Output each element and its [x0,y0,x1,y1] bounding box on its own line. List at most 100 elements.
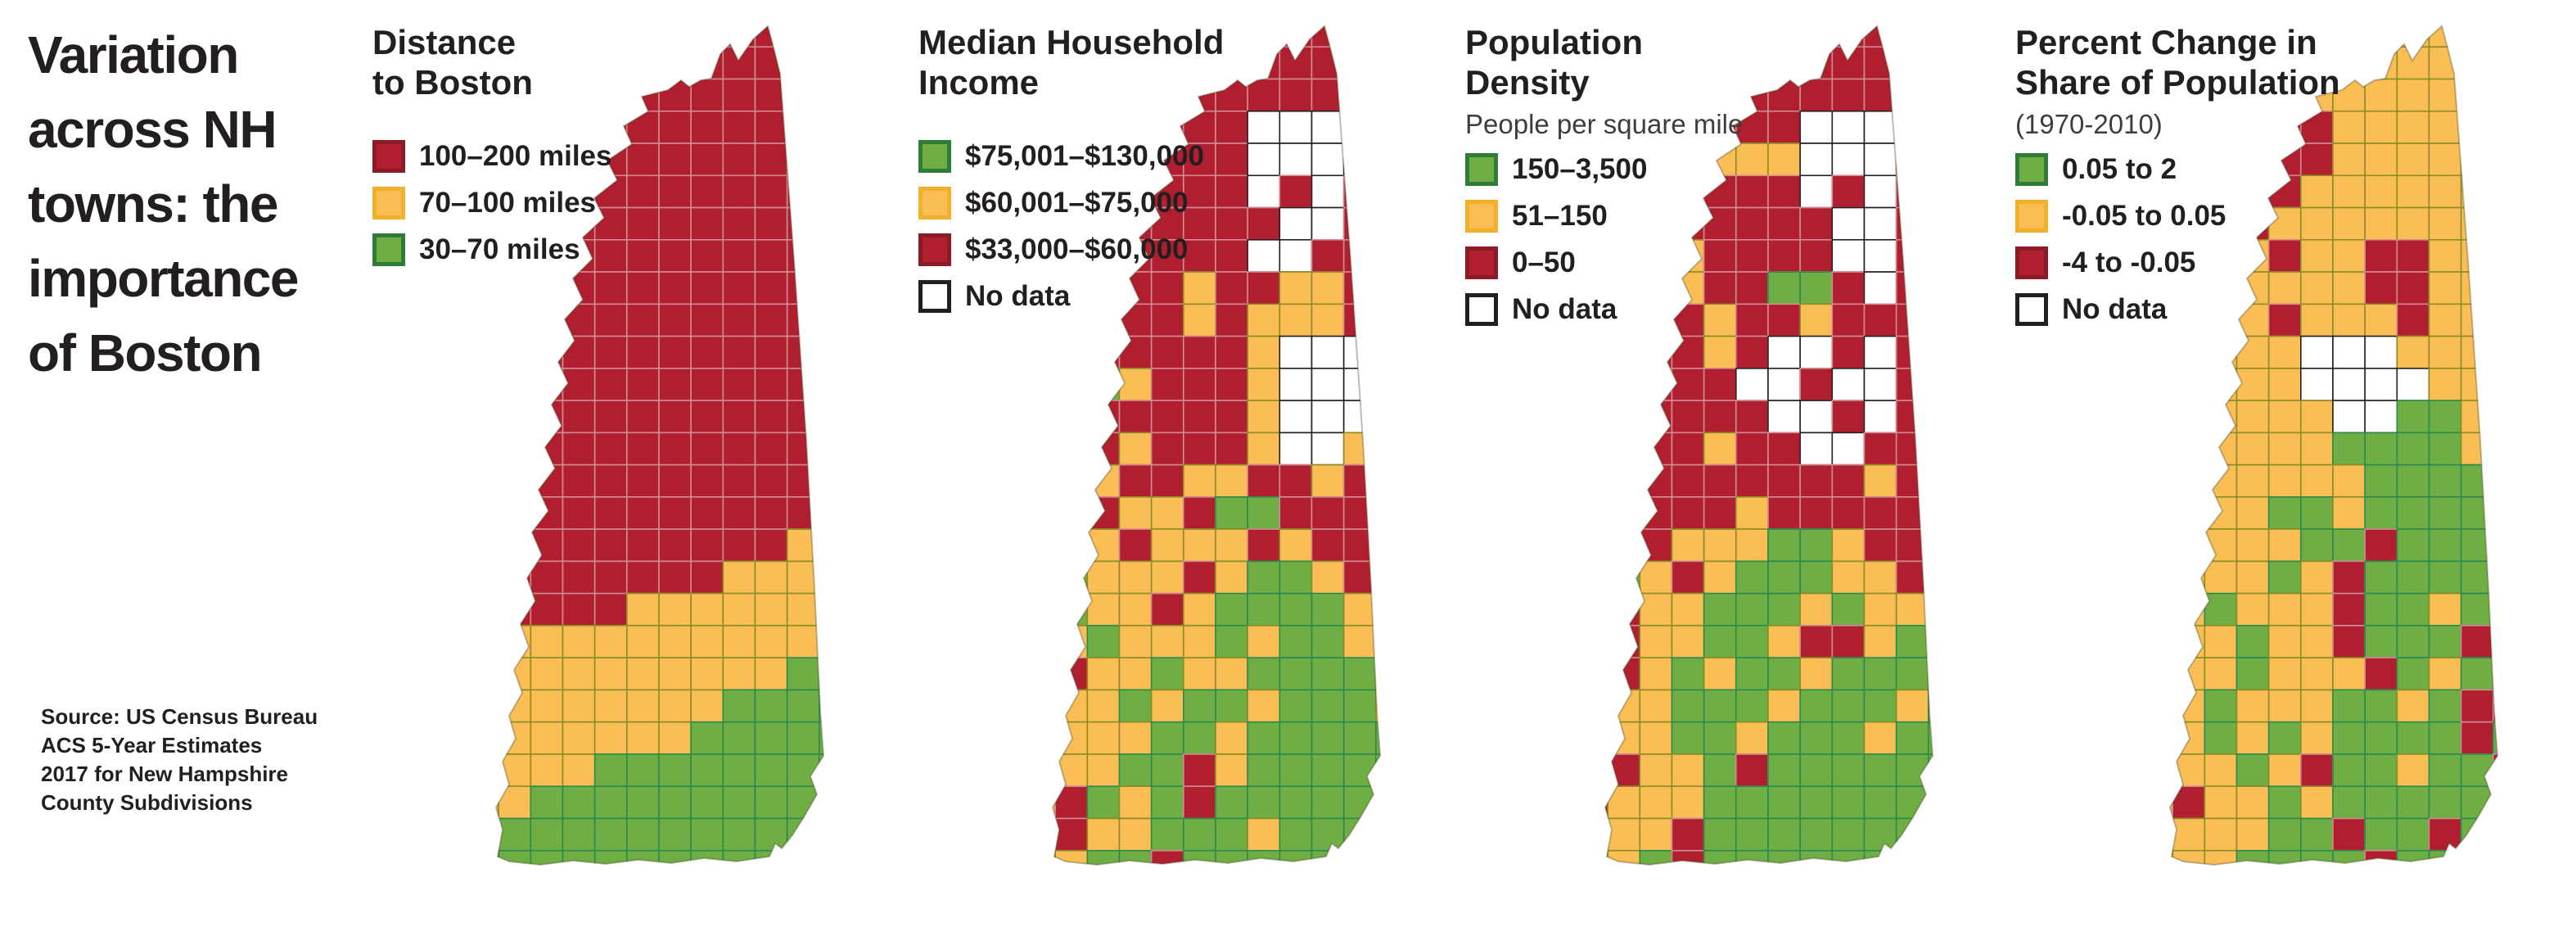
map-region-cell [1342,721,1377,755]
map-region-cell [1639,432,1673,466]
legend-distance: Distance to Boston 100–200 miles 70–100 m… [372,23,757,267]
map-region-cell [1118,657,1153,691]
map-region-cell [786,46,820,80]
map-region-cell [626,432,660,466]
map-region-cell [1605,625,1608,658]
map-region-cell [1767,721,1801,755]
map-region-cell [1605,496,1608,530]
map-region-cell [1799,432,1834,466]
map-region-cell [593,785,628,820]
map-region-cell [1703,592,1737,626]
map-region-cell [1735,335,1769,369]
map-region-cell [1279,625,1313,658]
map-region-cell [2396,657,2430,691]
map-region-cell [2428,400,2462,434]
map-region-cell [626,368,660,401]
map-region-cell [786,206,820,241]
map-region-cell [1375,142,1380,177]
map-region-cell [690,657,724,691]
map-region-cell [2460,463,2494,498]
map-region-cell [1247,560,1281,595]
map-region-cell [1118,528,1153,563]
map-region-cell [1799,785,1834,820]
map-region-cell [819,206,823,241]
map-region-cell [2493,335,2497,369]
map-region-cell [1375,335,1380,369]
map-region-cell [1279,657,1313,691]
map-region-cell [1799,625,1834,658]
legend-label: -0.05 to 0.05 [2062,200,2226,233]
map-region-cell [1279,849,1313,865]
map-region-cell [2364,592,2398,626]
map-region-cell [1183,849,1216,865]
map-region-cell [2460,400,2494,434]
map-region-cell [2300,689,2334,723]
map-region-cell [1183,592,1216,626]
map-region-cell [722,721,756,755]
map-region-cell [498,271,532,305]
map-region-cell [2493,592,2497,626]
map-region-cell [1605,592,1608,626]
map-region-cell [1342,368,1377,401]
map-region-cell [1799,560,1834,595]
map-region-cell [786,303,820,337]
map-region-cell [2332,592,2366,626]
map-region-cell [1375,785,1380,820]
map-region-cell [1863,785,1897,820]
map-region-cell [1639,625,1673,658]
map-region-cell [2493,560,2497,595]
map-region-cell [2172,432,2206,466]
map-region-cell [1605,335,1608,369]
map-region-cell [1053,463,1056,498]
map-region-cell [2493,785,2497,820]
map-region-cell [1183,463,1216,498]
map-region-cell [1863,206,1897,241]
map-region-cell [562,496,596,530]
map-region-cell [498,560,532,595]
map-region-cell [1639,560,1673,595]
map-region-cell [2235,721,2270,755]
map-region-cell [786,625,820,658]
map-region-cell [1118,817,1153,852]
map-region-cell [722,368,756,401]
map-region-cell [1799,657,1834,691]
map-region-cell [1118,560,1153,595]
map-region-cell [1054,625,1089,658]
map-region-cell [1863,560,1897,595]
map-region-cell [754,239,788,273]
map-region-cell [819,721,823,755]
map-region-cell [2428,592,2462,626]
map-region-cell [2428,689,2462,723]
map-region-cell [1831,528,1865,563]
map-region-cell [496,560,499,595]
map-region-cell [1928,721,1933,755]
map-region-cell [1863,463,1897,498]
map-region-cell [2332,817,2366,852]
map-region-cell [1895,303,1929,337]
map-region-cell [754,721,788,755]
map-region-cell [2364,657,2398,691]
map-region-cell [1767,625,1801,658]
map-region-cell [1279,785,1313,820]
map-region-cell [1895,174,1929,209]
map-region-cell [1118,689,1153,723]
legend-swatch [2015,153,2048,187]
legend-label: 51–150 [1512,200,1608,233]
map-region-cell [754,625,788,658]
map-region-cell [1247,335,1281,369]
map-region-cell [2172,463,2206,498]
map-region-cell [1279,368,1313,401]
map-region-cell [1054,849,1089,865]
map-region-cell [754,463,788,498]
map-region-cell [2300,400,2334,434]
map-region-cell [1607,785,1641,820]
map-region-cell [1863,174,1897,209]
map-region-cell [1863,110,1897,144]
map-region-cell [786,657,820,691]
map-region-cell [786,689,820,723]
map-region-cell [1053,592,1056,626]
map-region-cell [1671,849,1705,865]
map-region-cell [1311,368,1345,401]
map-region-cell [1150,721,1184,755]
legend-items: 150–3,500 51–150 0–50 No data [1465,153,1850,327]
